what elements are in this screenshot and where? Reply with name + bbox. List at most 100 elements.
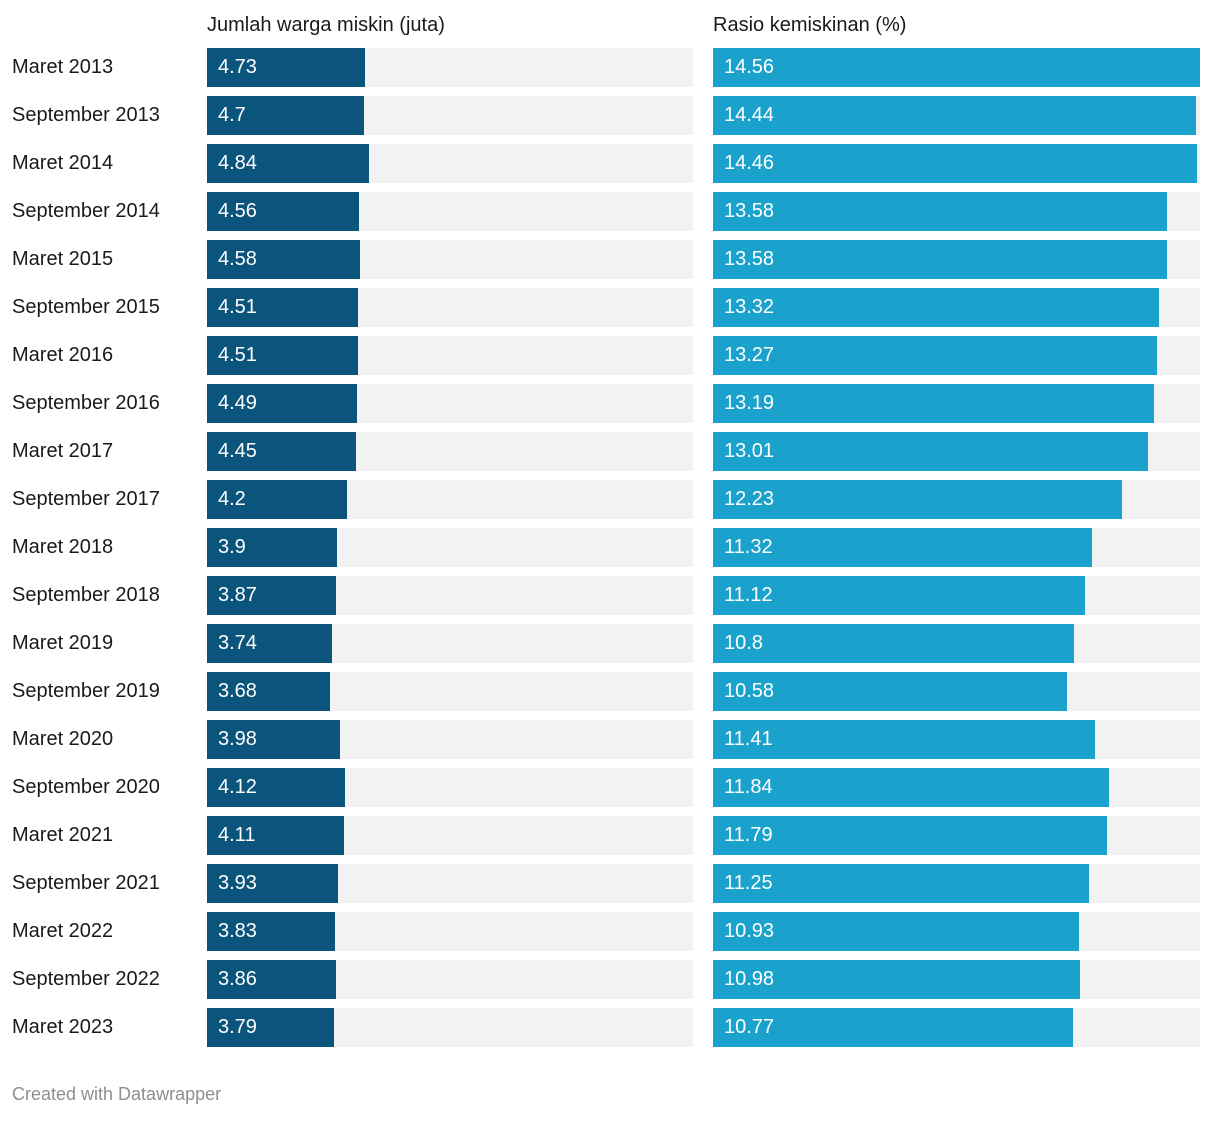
- jumlah-bar-track: 3.98: [207, 720, 693, 759]
- rasio-bar-track: 10.77: [713, 1008, 1200, 1047]
- jumlah-bar: 4.56: [207, 192, 360, 231]
- jumlah-bar-value: 4.45: [218, 440, 257, 462]
- jumlah-bar-track: 4.12: [207, 768, 693, 807]
- rasio-bar-track: 10.98: [713, 960, 1200, 999]
- jumlah-bar-track: 4.49: [207, 384, 693, 423]
- jumlah-bar-value: 4.49: [218, 392, 257, 414]
- rasio-bar: 13.32: [713, 288, 1159, 327]
- rasio-bar-value: 10.93: [724, 920, 775, 942]
- table-row: September 2014 4.56 13.58: [0, 192, 1220, 231]
- rasio-bar-track: 11.79: [713, 816, 1200, 855]
- rasio-bar-value: 13.58: [724, 248, 775, 270]
- row-label: September 2020: [12, 776, 160, 798]
- row-label: Maret 2016: [12, 344, 114, 366]
- rasio-bar-value: 13.19: [724, 392, 775, 414]
- table-row: Maret 2021 4.11 11.79: [0, 816, 1220, 855]
- jumlah-bar-value: 4.51: [218, 344, 257, 366]
- table-row: Maret 2023 3.79 10.77: [0, 1008, 1220, 1047]
- jumlah-bar: 4.51: [207, 288, 358, 327]
- rasio-bar-track: 13.19: [713, 384, 1200, 423]
- rasio-bar: 11.12: [713, 576, 1085, 615]
- rasio-bar-track: 10.93: [713, 912, 1200, 951]
- rasio-bar: 14.44: [713, 96, 1196, 135]
- rasio-bar-track: 11.84: [713, 768, 1200, 807]
- jumlah-bar-track: 4.51: [207, 288, 693, 327]
- jumlah-bar-value: 4.84: [218, 152, 257, 174]
- rasio-bar-value: 14.56: [724, 56, 775, 78]
- left-column-header: Jumlah warga miskin (juta): [207, 14, 445, 36]
- rasio-bar-value: 13.01: [724, 440, 775, 462]
- rasio-bar: 11.25: [713, 864, 1090, 903]
- jumlah-bar: 3.87: [207, 576, 337, 615]
- rasio-bar: 10.77: [713, 1008, 1074, 1047]
- jumlah-bar: 3.9: [207, 528, 338, 567]
- rasio-bar-value: 11.79: [724, 824, 773, 846]
- rasio-bar: 11.32: [713, 528, 1092, 567]
- rasio-bar: 13.58: [713, 240, 1168, 279]
- rasio-bar-value: 14.44: [724, 104, 775, 126]
- rasio-bar-value: 11.12: [724, 584, 773, 606]
- rasio-bar-value: 10.8: [724, 632, 763, 654]
- jumlah-bar-value: 3.9: [218, 536, 246, 558]
- jumlah-bar-value: 3.79: [218, 1016, 257, 1038]
- jumlah-bar: 4.73: [207, 48, 365, 87]
- jumlah-bar-track: 3.83: [207, 912, 693, 951]
- rasio-bar-track: 10.58: [713, 672, 1200, 711]
- jumlah-bar: 4.11: [207, 816, 345, 855]
- jumlah-bar: 4.12: [207, 768, 345, 807]
- rasio-bar-value: 10.98: [724, 968, 775, 990]
- jumlah-bar-track: 4.84: [207, 144, 693, 183]
- jumlah-bar-value: 3.86: [218, 968, 257, 990]
- row-label: Maret 2023: [12, 1016, 114, 1038]
- table-row: Maret 2013 4.73 14.56: [0, 48, 1220, 87]
- jumlah-bar: 4.7: [207, 96, 364, 135]
- jumlah-bar-value: 3.87: [218, 584, 257, 606]
- jumlah-bar-track: 4.51: [207, 336, 693, 375]
- jumlah-bar-value: 4.73: [218, 56, 257, 78]
- rasio-bar-value: 11.41: [724, 728, 773, 750]
- table-row: Maret 2016 4.51 13.27: [0, 336, 1220, 375]
- rasio-bar-track: 10.8: [713, 624, 1200, 663]
- jumlah-bar-value: 3.98: [218, 728, 257, 750]
- jumlah-bar-value: 4.12: [218, 776, 257, 798]
- rasio-bar: 13.58: [713, 192, 1168, 231]
- rasio-bar: 11.79: [713, 816, 1108, 855]
- rasio-bar-track: 14.56: [713, 48, 1200, 87]
- rasio-bar-value: 13.32: [724, 296, 775, 318]
- jumlah-bar: 3.98: [207, 720, 340, 759]
- table-row: Maret 2020 3.98 11.41: [0, 720, 1220, 759]
- rasio-bar: 10.8: [713, 624, 1075, 663]
- jumlah-bar-value: 3.83: [218, 920, 257, 942]
- table-row: September 2022 3.86 10.98: [0, 960, 1220, 999]
- jumlah-bar-track: 4.73: [207, 48, 693, 87]
- jumlah-bar: 3.74: [207, 624, 332, 663]
- jumlah-bar-track: 4.45: [207, 432, 693, 471]
- table-row: September 2019 3.68 10.58: [0, 672, 1220, 711]
- rasio-bar: 13.19: [713, 384, 1155, 423]
- rasio-bar: 13.27: [713, 336, 1157, 375]
- rasio-bar-track: 13.32: [713, 288, 1200, 327]
- jumlah-bar-track: 3.93: [207, 864, 693, 903]
- table-row: Maret 2019 3.74 10.8: [0, 624, 1220, 663]
- rasio-bar: 10.58: [713, 672, 1067, 711]
- jumlah-bar: 3.86: [207, 960, 336, 999]
- table-row: September 2017 4.2 12.23: [0, 480, 1220, 519]
- rasio-bar-value: 11.32: [724, 536, 773, 558]
- jumlah-bar: 4.58: [207, 240, 360, 279]
- rasio-bar-value: 10.77: [724, 1016, 775, 1038]
- jumlah-bar: 3.83: [207, 912, 335, 951]
- row-label: September 2021: [12, 872, 160, 894]
- row-label: Maret 2018: [12, 536, 114, 558]
- attribution-text: Created with Datawrapper: [12, 1084, 222, 1104]
- jumlah-bar-value: 4.11: [218, 824, 256, 846]
- rasio-bar-track: 11.25: [713, 864, 1200, 903]
- row-label: Maret 2019: [12, 632, 114, 654]
- jumlah-bar-track: 4.2: [207, 480, 693, 519]
- rasio-bar: 14.56: [713, 48, 1200, 87]
- rasio-bar: 14.46: [713, 144, 1197, 183]
- rasio-bar-track: 13.27: [713, 336, 1200, 375]
- jumlah-bar-track: 4.58: [207, 240, 693, 279]
- jumlah-bar: 4.51: [207, 336, 358, 375]
- rasio-bar: 10.93: [713, 912, 1079, 951]
